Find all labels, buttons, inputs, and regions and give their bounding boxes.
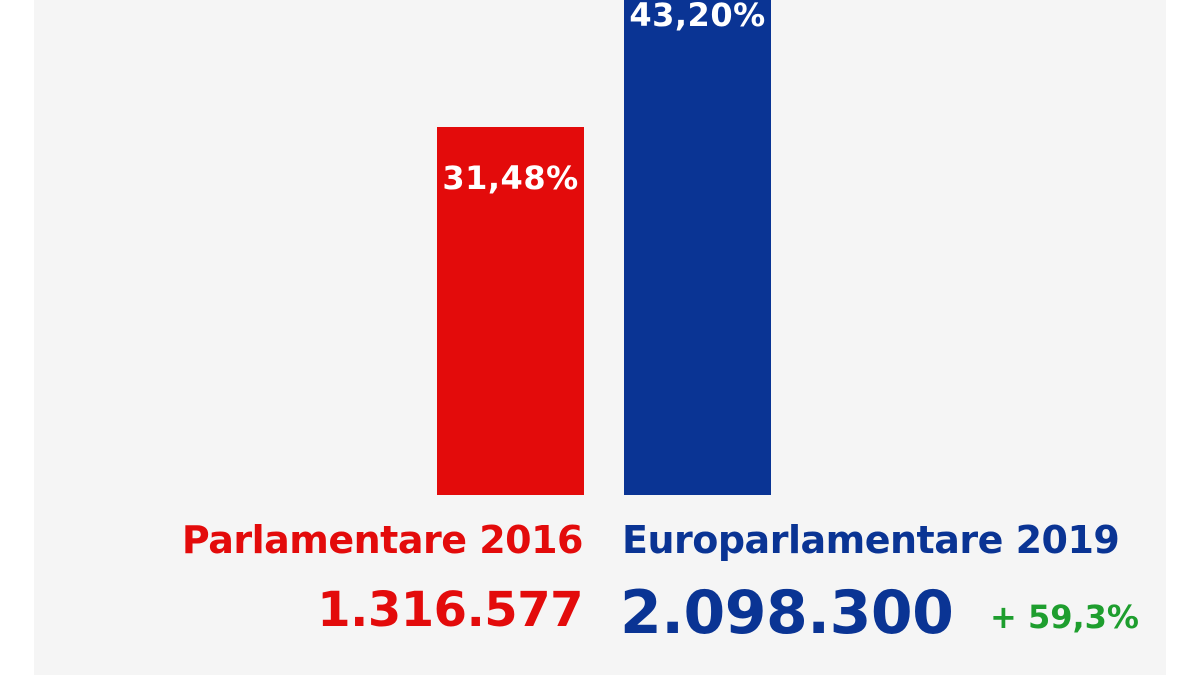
votes-europarlamentare-2019: 2.098.300 (620, 578, 954, 648)
chart-background (34, 0, 1166, 675)
bar-europarlamentare-2019 (624, 0, 771, 495)
votes-parlamentare-2016: 1.316.577 (317, 582, 583, 638)
growth-label: + 59,3% (990, 598, 1139, 636)
bar-parlamentare-2016 (437, 127, 584, 495)
category-label-parlamentare-2016: Parlamentare 2016 (181, 518, 584, 562)
category-label-europarlamentare-2019: Europarlamentare 2019 (622, 518, 1120, 562)
data-label-parlamentare-2016: 31,48% (442, 159, 579, 197)
data-label-europarlamentare-2019: 43,20% (629, 0, 766, 34)
